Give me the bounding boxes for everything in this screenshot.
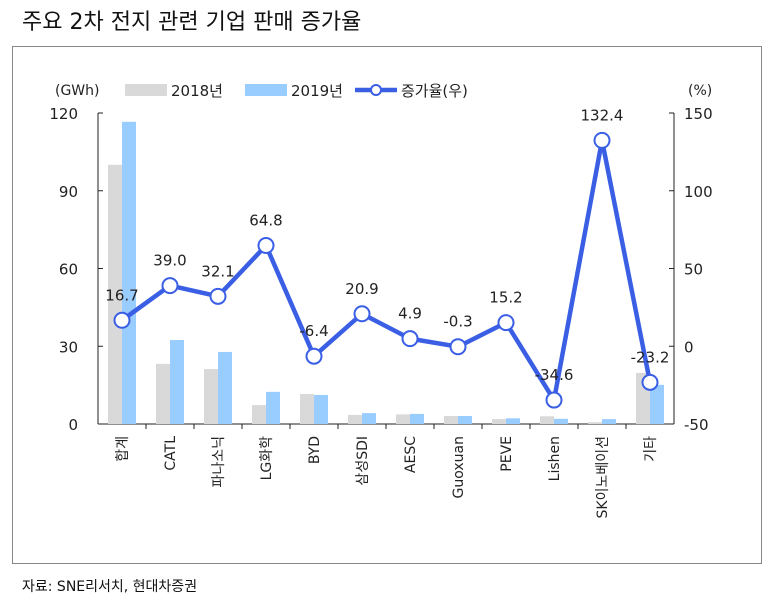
right-tick-label: 150 — [684, 105, 713, 123]
legend-swatch-2018 — [125, 84, 167, 96]
bar-2019 — [170, 340, 184, 424]
growth-label: 4.9 — [398, 305, 422, 323]
legend-label-growth: 증가율(우) — [401, 82, 468, 100]
bar-2018 — [108, 164, 122, 425]
right-tick-label: 0 — [684, 338, 694, 356]
bar-2018 — [348, 414, 362, 424]
bar-2018 — [252, 405, 266, 424]
bar-2019 — [314, 394, 328, 424]
source-note: 자료: SNE리서치, 현대차증권 — [22, 579, 198, 595]
right-tick-label: 100 — [684, 183, 713, 201]
growth-marker — [161, 277, 179, 295]
growth-marker — [113, 311, 131, 329]
category-label: PEVE — [499, 436, 515, 472]
bar-2019 — [266, 391, 280, 424]
legend-swatch-2019 — [245, 84, 287, 96]
category-label: LG화학 — [259, 436, 275, 481]
growth-label: 39.0 — [153, 252, 186, 270]
bar-2018 — [540, 416, 554, 424]
bar-2019 — [602, 419, 616, 424]
growth-marker — [401, 330, 419, 348]
growth-label: 15.2 — [489, 289, 522, 307]
growth-marker — [593, 131, 611, 149]
chart-title: 주요 2차 전지 관련 기업 판매 증가율 — [22, 10, 362, 35]
category-label: BYD — [307, 436, 323, 464]
bar-2018 — [204, 369, 218, 424]
growth-label: -6.4 — [299, 322, 328, 340]
bar-2018 — [444, 415, 458, 424]
growth-marker — [257, 236, 275, 254]
bar-2019 — [650, 384, 664, 424]
bar-2018 — [156, 363, 170, 424]
growth-label: 20.9 — [345, 280, 378, 298]
growth-marker — [305, 347, 323, 365]
legend-label-2018: 2018년 — [171, 82, 223, 100]
growth-marker — [641, 373, 659, 391]
left-tick-label: 60 — [59, 261, 78, 279]
growth-label: 64.8 — [249, 211, 282, 229]
right-tick-label: 50 — [684, 261, 703, 279]
bar-2019 — [362, 413, 376, 424]
bar-2019 — [410, 413, 424, 424]
growth-label: 32.1 — [201, 262, 234, 280]
category-label: CATL — [163, 436, 179, 471]
bar-2019 — [218, 351, 232, 424]
bar-2019 — [122, 121, 136, 424]
category-label: 합계 — [115, 436, 131, 462]
growth-label: -34.6 — [535, 366, 574, 384]
bar-2018 — [588, 422, 602, 424]
growth-marker — [545, 391, 563, 409]
bar-2019 — [506, 418, 520, 424]
growth-marker — [353, 305, 371, 323]
growth-marker — [497, 314, 515, 332]
left-unit: (GWh) — [55, 83, 100, 99]
category-label: SK이노베이션 — [595, 436, 611, 518]
bar-2019 — [458, 415, 472, 424]
left-tick-label: 90 — [59, 183, 78, 201]
category-label: Guoxuan — [451, 436, 467, 498]
bar-2019 — [554, 418, 568, 424]
bar-2018 — [396, 414, 410, 424]
category-label: 삼성SDI — [355, 436, 371, 486]
left-tick-label: 0 — [68, 416, 78, 434]
category-label: 기타 — [643, 436, 659, 462]
category-label: Lishen — [547, 436, 563, 481]
growth-label: -0.3 — [443, 313, 472, 331]
growth-label: 132.4 — [581, 106, 624, 124]
left-tick-label: 30 — [59, 338, 78, 356]
legend-marker-growth — [370, 84, 382, 96]
category-label: AESC — [403, 436, 419, 473]
right-tick-label: -50 — [684, 416, 709, 434]
chart-frame — [12, 46, 762, 564]
growth-label: -23.2 — [631, 348, 670, 366]
right-unit: (%) — [688, 83, 712, 99]
bar-2018 — [492, 419, 506, 424]
growth-label: 16.7 — [105, 286, 138, 304]
category-label: 파나소닉 — [211, 436, 227, 488]
legend-label-2019: 2019년 — [291, 82, 343, 100]
growth-marker — [449, 338, 467, 356]
bar-2018 — [300, 393, 314, 424]
left-tick-label: 120 — [49, 105, 78, 123]
growth-marker — [209, 287, 227, 305]
